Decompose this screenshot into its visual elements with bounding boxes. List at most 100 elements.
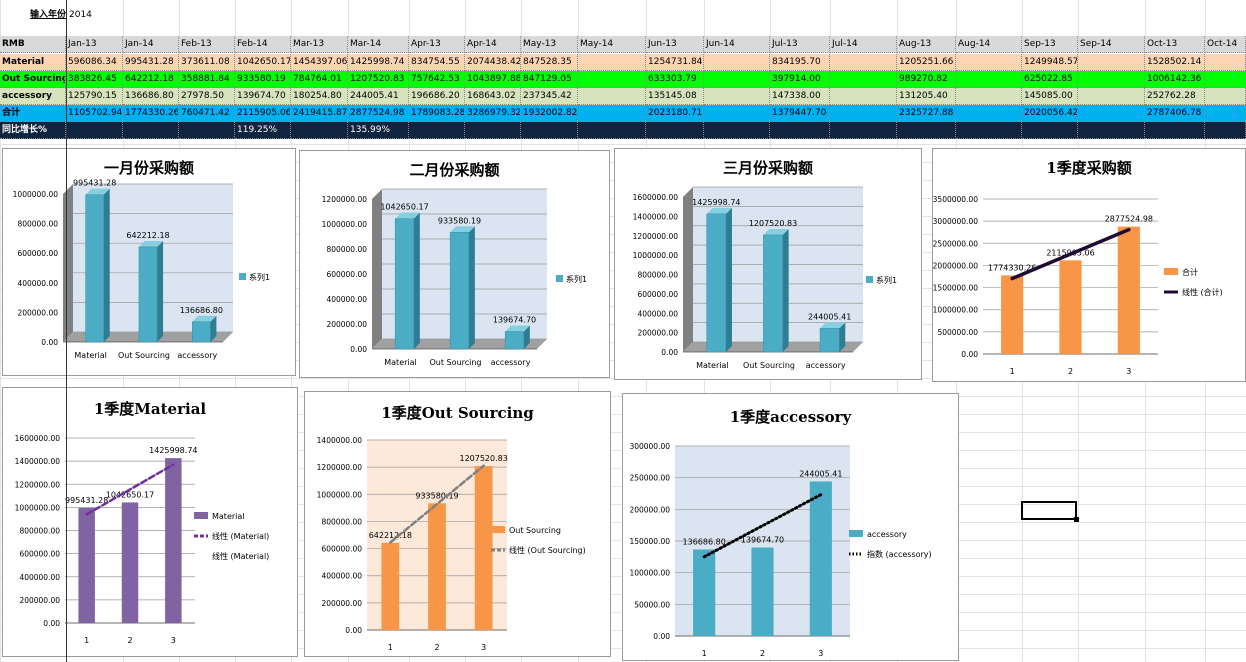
table-cell[interactable]: 995431.28: [123, 54, 179, 71]
table-cell[interactable]: 933580.19: [235, 71, 291, 88]
table-cell[interactable]: [704, 88, 770, 105]
table-cell[interactable]: 3286979.32: [465, 105, 521, 122]
table-cell[interactable]: 989270.82: [897, 71, 956, 88]
table-cell[interactable]: 1042650.17: [235, 54, 291, 71]
table-cell[interactable]: 145085.00: [1022, 88, 1078, 105]
table-cell[interactable]: 834754.55: [409, 54, 465, 71]
table-cell[interactable]: [1078, 71, 1145, 88]
table-cell[interactable]: 847129.05: [521, 71, 578, 88]
table-cell[interactable]: [521, 122, 578, 139]
table-cell[interactable]: [704, 54, 770, 71]
table-cell[interactable]: 131205.40: [897, 88, 956, 105]
table-cell[interactable]: 596086.34: [66, 54, 123, 71]
table-cell[interactable]: 397914.00: [770, 71, 830, 88]
fill-handle[interactable]: [1074, 517, 1079, 522]
row-label[interactable]: 同比增长%: [0, 122, 66, 139]
table-cell[interactable]: 135145.08: [646, 88, 704, 105]
header-month[interactable]: May-14: [578, 36, 646, 53]
table-cell[interactable]: 2787406.78: [1145, 105, 1205, 122]
table-cell[interactable]: 1105702.94: [66, 105, 123, 122]
header-month[interactable]: Jun-13: [646, 36, 704, 53]
table-cell[interactable]: [830, 88, 897, 105]
header-month[interactable]: Aug-14: [956, 36, 1022, 53]
header-month[interactable]: Jan-13: [66, 36, 123, 53]
table-cell[interactable]: [704, 122, 770, 139]
table-cell[interactable]: 373611.08: [179, 54, 235, 71]
chart-q1-outsourcing[interactable]: 1季度Out Sourcing 0.00 200000.00 400000.00 60…: [304, 391, 611, 657]
header-month[interactable]: Sep-13: [1022, 36, 1078, 53]
table-cell[interactable]: [1205, 105, 1246, 122]
header-month[interactable]: Mar-13: [291, 36, 348, 53]
table-cell[interactable]: 27978.50: [179, 88, 235, 105]
table-cell[interactable]: [1078, 105, 1145, 122]
table-cell[interactable]: 1789083.28: [409, 105, 465, 122]
table-cell[interactable]: [123, 122, 179, 139]
header-month[interactable]: Feb-13: [179, 36, 235, 53]
table-cell[interactable]: [830, 54, 897, 71]
table-cell[interactable]: [578, 122, 646, 139]
header-month[interactable]: Aug-13: [897, 36, 956, 53]
table-cell[interactable]: [830, 105, 897, 122]
table-cell[interactable]: [409, 122, 465, 139]
header-month[interactable]: Sep-14: [1078, 36, 1145, 53]
table-cell[interactable]: [1022, 122, 1078, 139]
header-month[interactable]: Jan-14: [123, 36, 179, 53]
table-cell[interactable]: [578, 54, 646, 71]
table-cell[interactable]: [1205, 54, 1246, 71]
table-cell[interactable]: [1078, 88, 1145, 105]
year-input-value[interactable]: 2014: [69, 10, 92, 20]
table-cell[interactable]: [956, 54, 1022, 71]
table-cell[interactable]: [578, 105, 646, 122]
table-cell[interactable]: 633303.79: [646, 71, 704, 88]
table-cell[interactable]: [897, 122, 956, 139]
table-cell[interactable]: [1145, 122, 1205, 139]
header-month[interactable]: Feb-14: [235, 36, 291, 53]
table-cell[interactable]: [1078, 54, 1145, 71]
row-label[interactable]: 合计: [0, 105, 66, 122]
table-cell[interactable]: 784764.01: [291, 71, 348, 88]
chart-q1-accessory[interactable]: 1季度accessory 0.00 50000.00 100000.00 150000…: [622, 393, 959, 661]
table-cell[interactable]: [830, 71, 897, 88]
table-cell[interactable]: [1078, 122, 1145, 139]
table-cell[interactable]: [956, 71, 1022, 88]
row-label[interactable]: accessory: [0, 88, 66, 105]
selected-cell[interactable]: [1021, 501, 1077, 520]
table-cell[interactable]: [179, 122, 235, 139]
chart-q1-total[interactable]: 1季度采购额 0.00 500000.00 1000000.00 1500000.00…: [932, 148, 1246, 382]
table-cell[interactable]: 125790.15: [66, 88, 123, 105]
table-cell[interactable]: 1528502.14: [1145, 54, 1205, 71]
header-month[interactable]: Apr-14: [465, 36, 521, 53]
table-cell[interactable]: 1043897.88: [465, 71, 521, 88]
table-cell[interactable]: 2115905.06: [235, 105, 291, 122]
table-cell[interactable]: 196686.20: [409, 88, 465, 105]
table-cell[interactable]: 237345.42: [521, 88, 578, 105]
table-cell[interactable]: 2419415.87: [291, 105, 348, 122]
chart-mar[interactable]: 三月份采购额 0.00 200000.00 400000.00 600000.00 80…: [614, 148, 922, 380]
table-cell[interactable]: 1425998.74: [348, 54, 409, 71]
table-cell[interactable]: 252762.28: [1145, 88, 1205, 105]
chart-jan[interactable]: 一月份采购额 0.00 200000.00 400000.00 600000.00 80…: [2, 148, 296, 376]
table-cell[interactable]: [956, 105, 1022, 122]
table-cell[interactable]: [704, 105, 770, 122]
table-cell[interactable]: [291, 122, 348, 139]
table-cell[interactable]: 847528.35: [521, 54, 578, 71]
header-month[interactable]: Jul-14: [830, 36, 897, 53]
table-cell[interactable]: [465, 122, 521, 139]
header-month[interactable]: May-13: [521, 36, 578, 53]
table-cell[interactable]: 383826.45: [66, 71, 123, 88]
table-cell[interactable]: 135.99%: [348, 122, 409, 139]
table-cell[interactable]: 168643.02: [465, 88, 521, 105]
table-cell[interactable]: 1379447.70: [770, 105, 830, 122]
table-cell[interactable]: 1254731.84: [646, 54, 704, 71]
table-cell[interactable]: 834195.70: [770, 54, 830, 71]
table-cell[interactable]: [830, 122, 897, 139]
table-cell[interactable]: 757642.53: [409, 71, 465, 88]
header-month[interactable]: Oct-14: [1205, 36, 1246, 53]
table-cell[interactable]: 642212.18: [123, 71, 179, 88]
table-cell[interactable]: [1205, 122, 1246, 139]
table-cell[interactable]: [770, 122, 830, 139]
header-month[interactable]: Jul-13: [770, 36, 830, 53]
table-cell[interactable]: 1006142.36: [1145, 71, 1205, 88]
chart-feb[interactable]: 二月份采购额 0.00 200000.00 400000.00 600000.00 80…: [299, 150, 610, 378]
table-cell[interactable]: 1249948.57: [1022, 54, 1078, 71]
